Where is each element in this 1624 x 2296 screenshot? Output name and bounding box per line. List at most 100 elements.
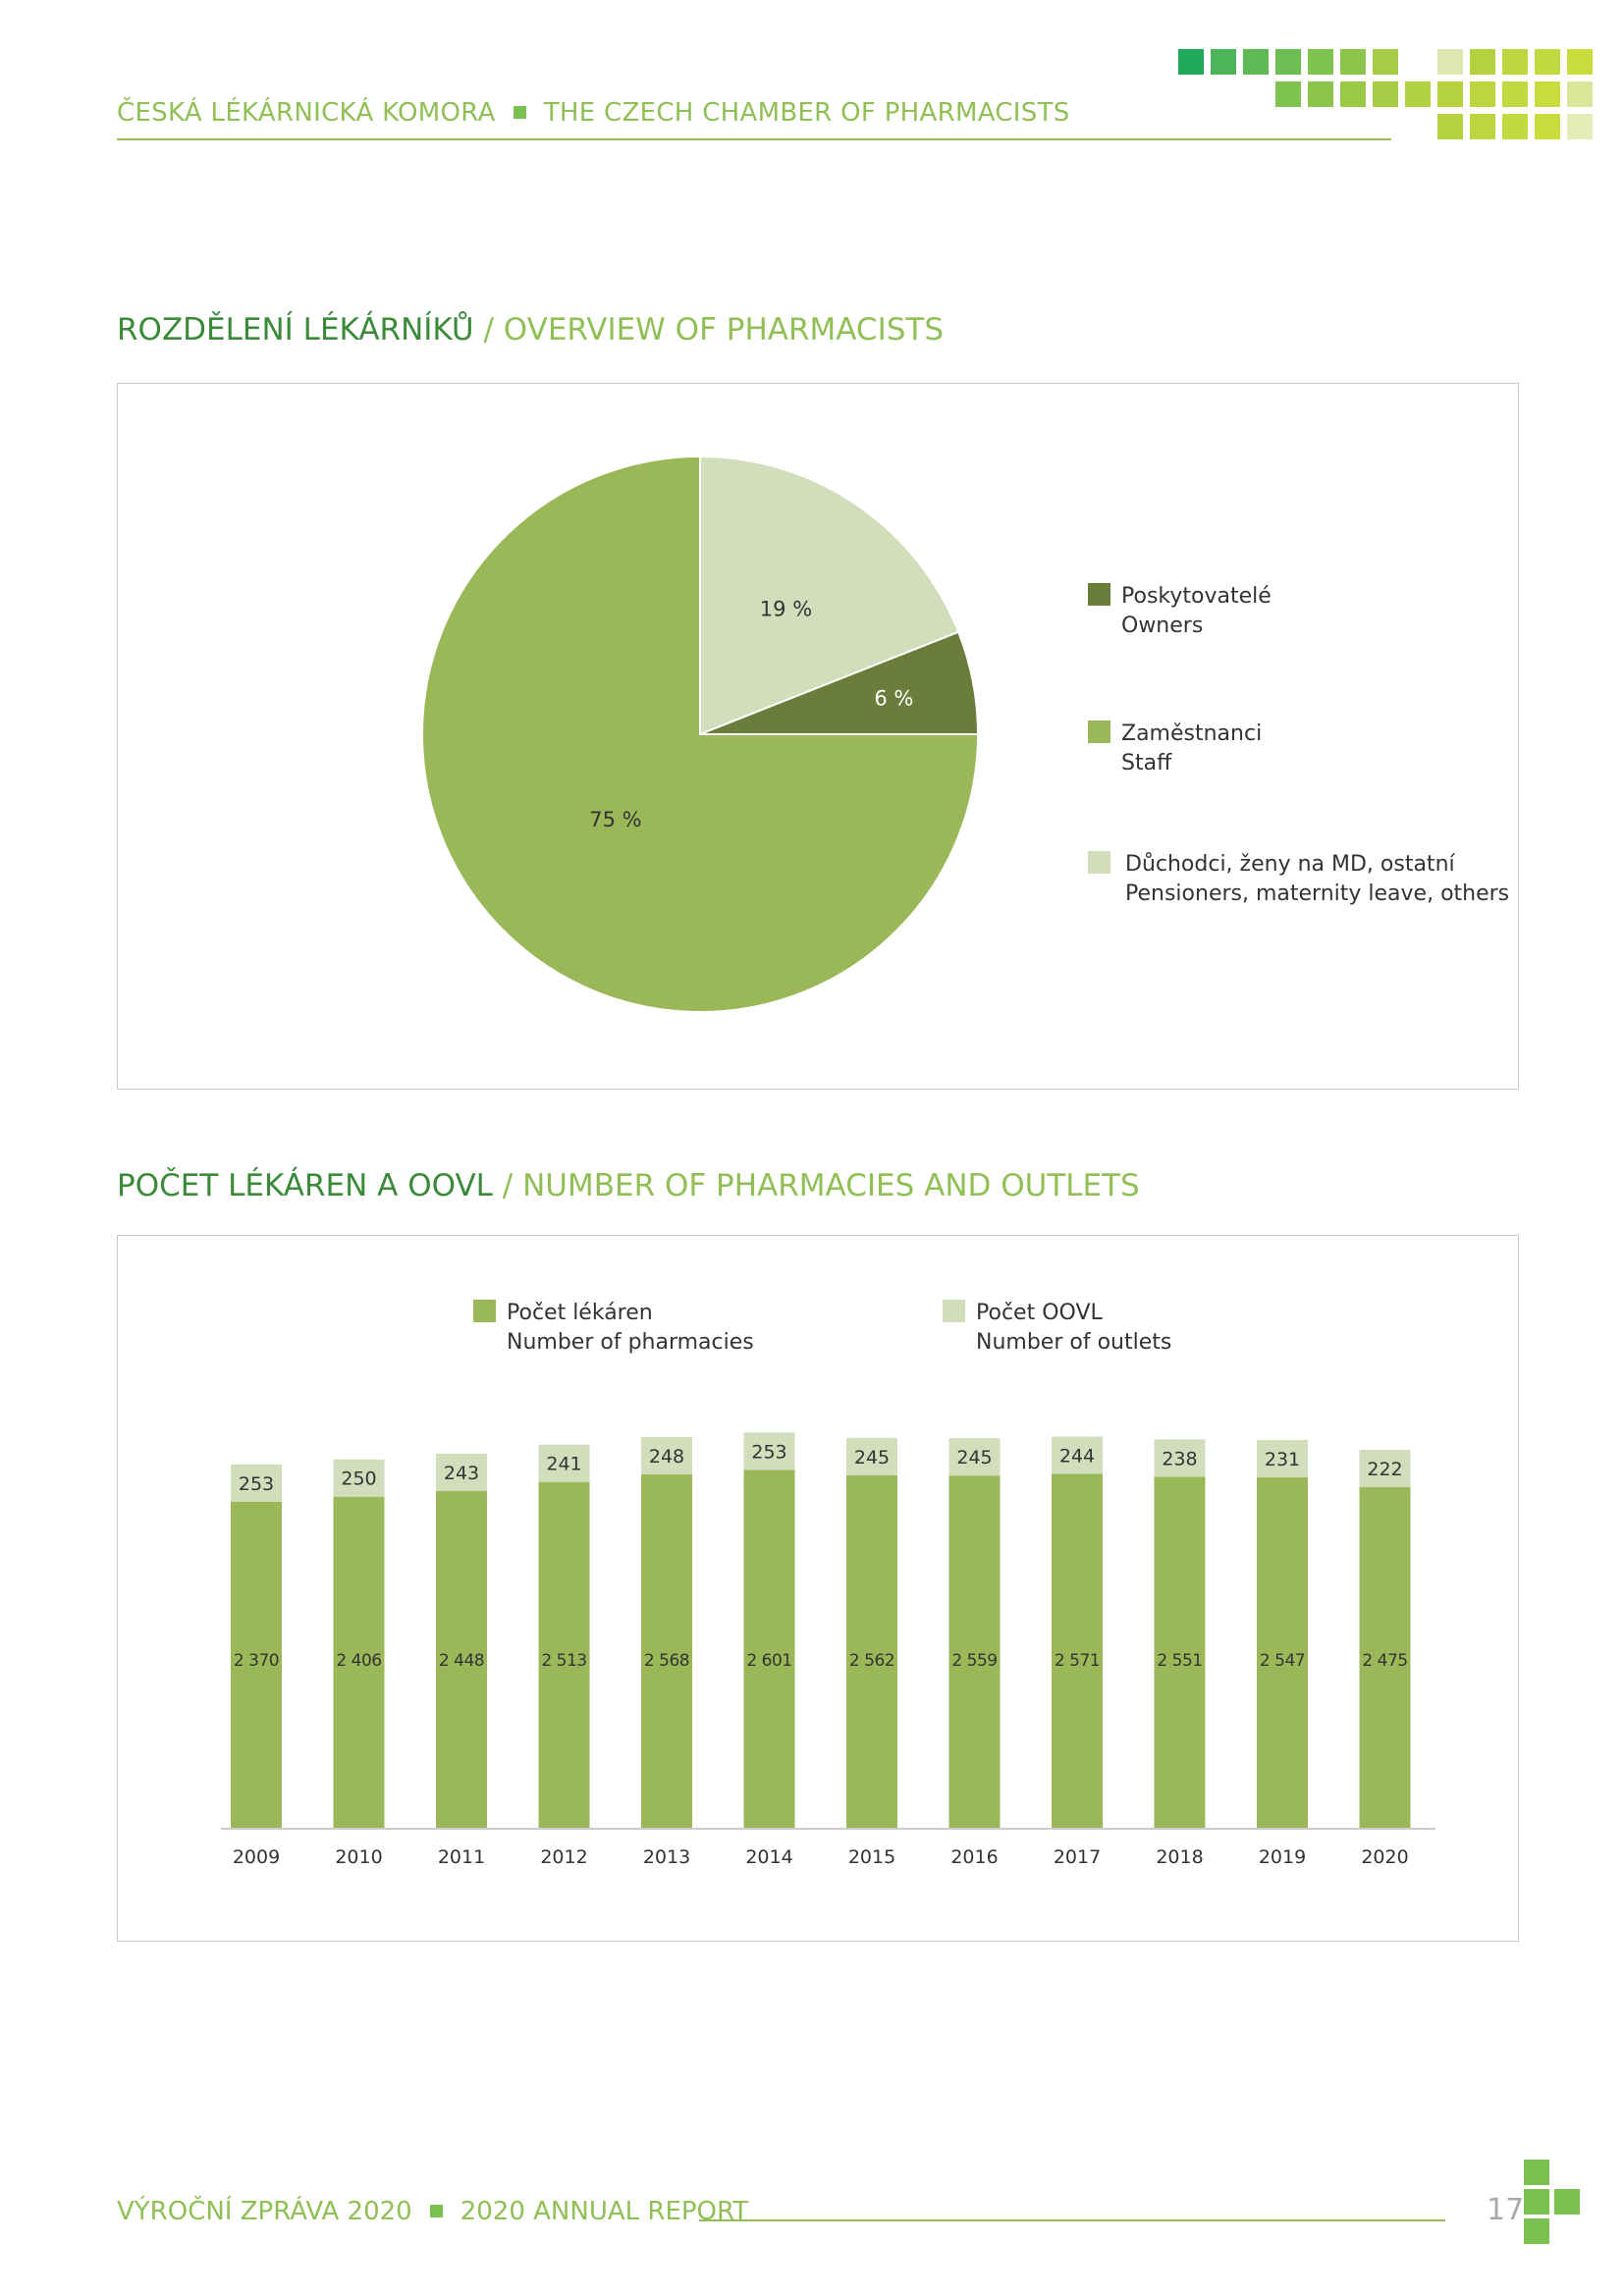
legend-swatch — [1088, 851, 1110, 874]
bar-label-outlets: 243 — [444, 1463, 479, 1484]
deco-square — [1567, 114, 1593, 139]
bar-outlets — [846, 1437, 897, 1475]
bar-label-pharmacies: 2 571 — [1055, 1651, 1100, 1671]
bar-pharmacies — [538, 1481, 590, 1829]
deco-square — [1437, 81, 1463, 107]
bar-label-pharmacies: 2 568 — [644, 1651, 689, 1671]
section-title-cz: POČET LÉKÁREN A OOVL — [117, 1168, 493, 1203]
legend-label-en: Pensioners, maternity leave, others — [1125, 881, 1509, 906]
x-tick-label: 2017 — [1054, 1846, 1101, 1868]
page-number: 17 — [1487, 2193, 1525, 2227]
deco-square — [1437, 49, 1463, 75]
x-tick-label: 2019 — [1259, 1846, 1306, 1868]
x-tick-label: 2014 — [745, 1846, 792, 1868]
bar-outlets — [948, 1438, 1001, 1476]
deco-square — [1178, 49, 1204, 75]
bar-outlets — [1052, 1436, 1103, 1474]
pie-slice-label: 19 % — [760, 597, 812, 620]
legend-swatch — [943, 1300, 965, 1322]
bar-label-outlets: 245 — [854, 1447, 890, 1468]
bar-label-outlets: 222 — [1367, 1459, 1402, 1480]
x-tick-label: 2010 — [335, 1846, 382, 1868]
deco-square — [1535, 114, 1560, 139]
bar-pharmacies — [846, 1474, 897, 1829]
header-rule — [117, 138, 1391, 140]
bar-outlets — [641, 1436, 692, 1474]
bar-label-pharmacies: 2 547 — [1260, 1651, 1305, 1671]
deco-square — [1437, 114, 1463, 139]
legend-label-cz: Důchodci, ženy na MD, ostatní — [1125, 852, 1456, 877]
deco-square — [1535, 81, 1560, 107]
deco-square — [1502, 114, 1528, 139]
bar-label-outlets: 250 — [341, 1468, 376, 1490]
bar-label-outlets: 253 — [751, 1441, 786, 1463]
pie-slice — [421, 454, 980, 1013]
bar-outlets — [1359, 1450, 1411, 1488]
deco-square — [1502, 81, 1528, 107]
legend-swatch — [1088, 583, 1110, 606]
footer-report-en: 2020 ANNUAL REPORT — [460, 2197, 749, 2226]
x-tick-label: 2016 — [950, 1846, 998, 1868]
footer-rule — [699, 2219, 1445, 2221]
x-tick-label: 2011 — [438, 1846, 485, 1868]
section-title-cz: ROZDĚLENÍ LÉKÁRNÍKŮ — [117, 312, 474, 347]
bar-label-outlets: 238 — [1162, 1448, 1197, 1469]
bar-pharmacies — [743, 1469, 795, 1829]
deco-square — [1211, 49, 1236, 75]
header-organization: ČESKÁ LÉKÁRNICKÁ KOMORA THE CZECH CHAMBER… — [117, 98, 1070, 128]
bar-label-pharmacies: 2 601 — [746, 1651, 791, 1671]
deco-square — [1308, 49, 1333, 75]
bar-label-pharmacies: 2 551 — [1157, 1651, 1202, 1671]
header-decoration-squares — [1178, 49, 1593, 139]
header-org-cz: ČESKÁ LÉKÁRNICKÁ KOMORA — [117, 98, 496, 128]
pie-slice — [699, 454, 960, 736]
bar-outlets — [743, 1432, 795, 1470]
bar-label-pharmacies: 2 406 — [336, 1651, 381, 1671]
bar-label-outlets: 244 — [1059, 1446, 1095, 1468]
bar-outlets — [436, 1453, 487, 1491]
pie-chart: 19 % 6 % 75 % Poskytovatelé Owners Zaměstnan… — [421, 454, 1509, 1013]
footer-cross-decoration — [1524, 2160, 1580, 2244]
deco-square — [1340, 49, 1366, 75]
deco-square — [1243, 49, 1269, 75]
bar-pharmacies — [1052, 1473, 1103, 1829]
x-tick-label: 2013 — [643, 1846, 690, 1868]
bar-label-pharmacies: 2 448 — [439, 1651, 484, 1671]
deco-square — [1470, 81, 1495, 107]
section-title-en: / NUMBER OF PHARMACIES AND OUTLETS — [502, 1168, 1140, 1203]
bar-label-pharmacies: 2 559 — [951, 1651, 997, 1671]
legend-label-en: Number of outlets — [976, 1330, 1171, 1355]
bar-outlets — [231, 1464, 282, 1502]
footer-report: VÝROČNÍ ZPRÁVA 2020 2020 ANNUAL REPORT — [117, 2197, 748, 2226]
legend-label-cz: Počet lékáren — [507, 1301, 653, 1325]
bar-outlets — [1257, 1439, 1308, 1477]
bar-outlets — [333, 1459, 385, 1497]
legend-swatch — [1088, 721, 1110, 743]
footer-report-cz: VÝROČNÍ ZPRÁVA 2020 — [117, 2197, 412, 2226]
deco-square — [1470, 49, 1495, 75]
bar-label-pharmacies: 2 370 — [234, 1651, 279, 1671]
legend-swatch — [473, 1300, 496, 1322]
bar-pharmacies — [1154, 1476, 1206, 1829]
deco-square — [1502, 49, 1528, 75]
deco-square — [1373, 49, 1398, 75]
bar-chart-frame: Počet lékáren Number of pharmacies Počet O… — [117, 1235, 1519, 1942]
deco-square — [1567, 49, 1593, 75]
bar-pharmacies — [641, 1473, 692, 1829]
bar-pharmacies — [333, 1496, 385, 1829]
header-org-en: THE CZECH CHAMBER OF PHARMACISTS — [543, 98, 1070, 128]
deco-square — [1405, 81, 1431, 107]
legend-label-cz: Zaměstnanci — [1121, 721, 1262, 746]
deco-square — [1340, 81, 1366, 107]
x-tick-label: 2015 — [848, 1846, 895, 1868]
bar-pharmacies — [1359, 1487, 1411, 1829]
deco-square — [1275, 81, 1301, 107]
deco-square — [1373, 81, 1398, 107]
bar-outlets — [538, 1444, 590, 1482]
pie-chart-frame: 19 % 6 % 75 % Poskytovatelé Owners Zaměstnan… — [117, 383, 1519, 1090]
bar-chart: Počet lékáren Number of pharmacies Počet O… — [221, 1300, 1435, 1868]
bar-label-pharmacies: 2 562 — [849, 1651, 894, 1671]
section-title-overview-pharmacists: ROZDĚLENÍ LÉKÁRNÍKŮ / OVERVIEW OF PHARMA… — [117, 312, 944, 347]
deco-square — [1535, 49, 1560, 75]
legend-label-cz: Poskytovatelé — [1121, 584, 1272, 609]
